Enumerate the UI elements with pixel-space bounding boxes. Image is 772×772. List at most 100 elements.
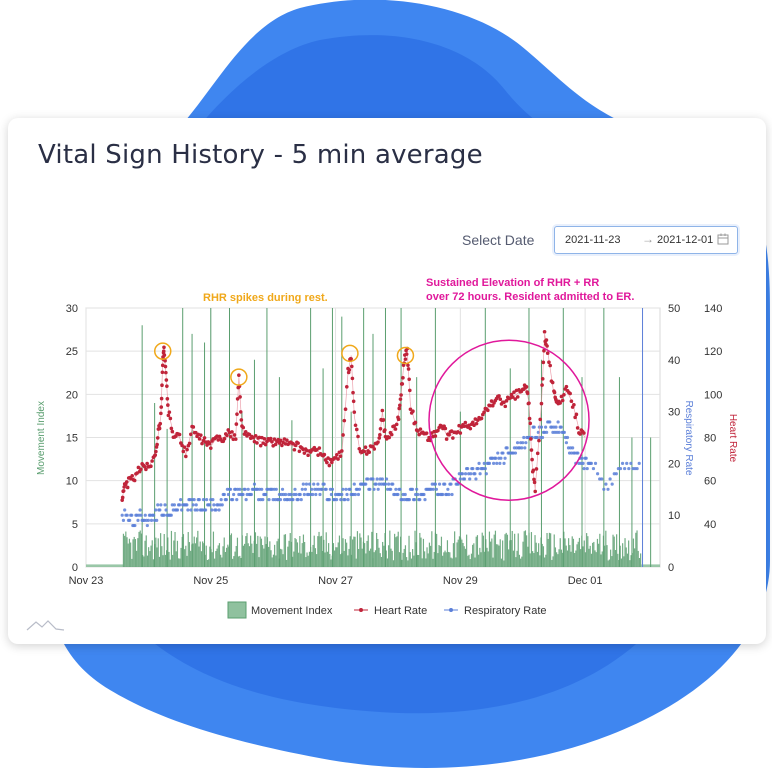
heart-rate-point	[268, 436, 273, 441]
respiratory-point	[458, 477, 462, 481]
heart-rate-point	[539, 401, 544, 406]
heart-rate-point	[433, 434, 438, 438]
heart-rate-point	[482, 410, 486, 415]
heart-rate-point	[230, 430, 234, 434]
respiratory-point	[244, 498, 248, 502]
heart-rate-point	[189, 432, 193, 437]
respiratory-point	[524, 441, 528, 445]
x-tick-label: Nov 29	[443, 575, 478, 587]
heart-rate-series	[120, 329, 586, 502]
respiratory-point	[211, 498, 215, 502]
respiratory-point	[368, 487, 372, 491]
axes: 0 5 10 15 20 25 30 Nov 23 Nov 25 Nov 27 Nov 29 Dec …	[66, 303, 723, 587]
respiratory-point	[469, 472, 473, 476]
respiratory-point	[499, 456, 503, 460]
respiratory-point	[154, 508, 158, 512]
heart-rate-point	[351, 390, 355, 395]
respiratory-point	[434, 487, 439, 491]
heart-rate-point	[228, 434, 233, 439]
legend-item-movement[interactable]: Movement Index	[227, 601, 333, 619]
date-start-input[interactable]: 2021-11-23	[565, 234, 621, 246]
heart-rate-point	[159, 405, 164, 409]
respiratory-point	[322, 482, 326, 486]
respiratory-point	[474, 477, 478, 481]
heart-rate-point	[398, 397, 403, 401]
y-left-tick-label: 0	[72, 562, 78, 574]
respiratory-point	[280, 487, 285, 491]
respiratory-point	[344, 487, 348, 491]
respiratory-point	[637, 461, 641, 465]
respiratory-point	[324, 487, 328, 491]
heart-rate-point	[122, 485, 126, 489]
respiratory-point	[304, 482, 309, 486]
heart-rate-point	[255, 441, 259, 445]
legend-item-respiratory[interactable]: Respiratory Rate	[444, 605, 547, 617]
heart-rate-point	[525, 391, 530, 396]
heart-rate-point	[234, 422, 239, 426]
heart-rate-point	[207, 441, 212, 446]
respiratory-point	[284, 492, 288, 497]
x-tick-label: Nov 27	[318, 575, 353, 587]
heart-rate-point	[558, 401, 562, 405]
heart-rate-point	[532, 477, 536, 482]
x-tick-label: Dec 01	[568, 575, 603, 587]
y-right2-tick-label: 80	[704, 433, 716, 445]
respiratory-point	[311, 492, 315, 497]
respiratory-point	[335, 498, 339, 502]
heart-rate-point	[362, 449, 367, 454]
heart-rate-point	[513, 397, 518, 401]
heart-rate-point	[541, 360, 546, 365]
heart-rate-point	[162, 345, 166, 350]
respiratory-point	[246, 487, 250, 491]
calendar-icon[interactable]	[717, 233, 729, 245]
heart-rate-point	[238, 395, 242, 399]
heart-rate-point	[389, 432, 394, 437]
heart-rate-point	[302, 451, 307, 455]
respiratory-point	[443, 482, 447, 486]
heart-rate-point	[400, 382, 405, 386]
respiratory-point	[353, 492, 357, 497]
heart-rate-point	[533, 489, 538, 494]
respiratory-point	[618, 466, 623, 471]
heart-rate-point	[222, 436, 227, 441]
respiratory-point	[389, 487, 393, 491]
respiratory-point	[352, 482, 356, 486]
respiratory-point	[548, 420, 552, 424]
heart-rate-point	[125, 485, 130, 490]
respiratory-point	[478, 472, 482, 476]
respiratory-point	[539, 425, 544, 429]
respiratory-point	[515, 441, 520, 445]
respiratory-point	[212, 503, 216, 507]
respiratory-point	[169, 513, 173, 517]
heart-rate-point	[328, 457, 333, 462]
respiratory-point	[172, 503, 176, 507]
respiratory-point	[600, 477, 604, 481]
heart-rate-point	[166, 403, 170, 407]
heart-rate-point	[406, 363, 410, 368]
respiratory-point	[386, 482, 391, 486]
respiratory-point	[214, 508, 218, 512]
respiratory-point	[348, 487, 352, 491]
heart-rate-point	[235, 397, 240, 401]
heart-rate-point	[574, 412, 579, 417]
respiratory-point	[565, 435, 570, 440]
heart-rate-point	[184, 454, 188, 459]
y-right1-tick-label: 30	[668, 407, 680, 419]
heart-rate-point	[166, 413, 171, 418]
date-range-picker[interactable]: 2021-11-23 → 2021-12-01	[554, 226, 738, 254]
heart-rate-point	[527, 401, 531, 405]
respiratory-point	[163, 503, 167, 507]
legend-item-heart-rate[interactable]: Heart Rate	[354, 605, 427, 617]
y-right2-tick-label: 100	[704, 389, 722, 401]
heart-rate-point	[394, 422, 399, 427]
heart-rate-point	[396, 417, 401, 422]
date-end-input[interactable]: 2021-12-01	[657, 234, 714, 246]
respiratory-point	[423, 498, 427, 502]
respiratory-point	[482, 461, 486, 465]
respiratory-point	[366, 477, 370, 481]
heart-rate-point	[559, 394, 564, 399]
respiratory-point	[412, 498, 417, 502]
respiratory-point	[156, 503, 160, 507]
legend-swatch-movement	[227, 601, 247, 619]
respiratory-point	[278, 498, 283, 502]
